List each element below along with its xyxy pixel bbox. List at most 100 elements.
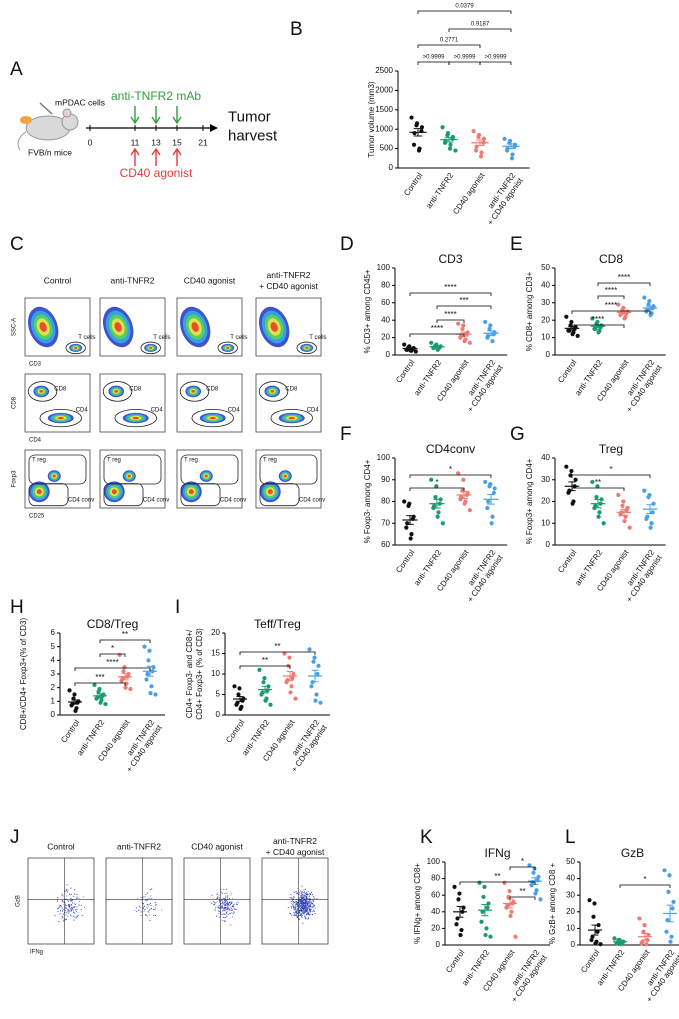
event-dot <box>292 914 294 916</box>
event-dot <box>312 911 314 913</box>
significance-bracket <box>409 292 492 296</box>
data-point <box>409 115 414 120</box>
event-dot <box>220 906 222 908</box>
event-dot <box>296 902 298 904</box>
data-point <box>639 941 644 946</box>
event-dot <box>218 899 220 901</box>
event-dot <box>290 893 292 895</box>
event-dot <box>298 918 300 920</box>
event-dot <box>134 909 136 912</box>
event-dot <box>298 901 300 903</box>
event-dot <box>213 904 215 906</box>
data-point <box>504 148 510 153</box>
data-point <box>402 342 407 347</box>
agonist-label: CD40 agonist <box>120 166 193 180</box>
event-dot <box>290 906 293 908</box>
event-dot <box>218 910 220 912</box>
data-point <box>590 934 595 939</box>
event-dot <box>232 913 234 915</box>
data-point <box>622 518 627 524</box>
event-dot <box>302 909 305 911</box>
event-dot <box>78 897 80 899</box>
event-dot <box>308 917 310 919</box>
event-dot <box>67 911 69 913</box>
data-point <box>644 942 649 947</box>
significance-bracket <box>571 474 651 478</box>
event-dot <box>308 914 310 916</box>
event-dot <box>309 895 311 897</box>
data-point <box>596 330 601 335</box>
event-dot <box>137 897 139 899</box>
event-dot <box>221 907 223 909</box>
event-dot <box>287 906 289 909</box>
event-dot <box>71 906 73 908</box>
event-dot <box>310 905 312 908</box>
event-dot <box>225 920 227 922</box>
injection <box>39 102 53 115</box>
gate-label: T reg <box>107 458 121 464</box>
data-point <box>447 146 453 151</box>
y-tick-label: 40 <box>541 281 550 290</box>
event-dot <box>149 919 151 921</box>
y-tick-label: 10 <box>211 669 220 678</box>
event-dot <box>309 893 311 895</box>
data-point <box>486 499 491 504</box>
event-dot <box>306 906 308 909</box>
event-dot <box>229 901 231 903</box>
event-dot <box>64 903 66 905</box>
y-tick-label: 0 <box>546 350 551 359</box>
event-dot <box>224 909 226 912</box>
data-point <box>262 676 267 681</box>
data-point <box>462 501 467 506</box>
data-point <box>290 676 295 681</box>
event-dot <box>302 901 304 904</box>
significance-label: **** <box>444 310 456 319</box>
y-tick-label: 20 <box>381 333 390 342</box>
event-dot <box>72 911 75 913</box>
significance-bracket <box>571 487 625 491</box>
data-point <box>144 677 149 682</box>
event-dot <box>300 909 302 912</box>
event-dot <box>307 897 309 899</box>
event-dot <box>234 908 236 910</box>
data-point <box>456 471 461 476</box>
event-dot <box>308 910 310 912</box>
y-tick-label: 0 <box>571 940 576 949</box>
event-dot <box>228 907 230 909</box>
event-dot <box>305 913 307 915</box>
gate <box>28 483 69 507</box>
day-label: 15 <box>172 137 182 147</box>
event-dot <box>300 891 302 894</box>
data-point <box>589 937 594 943</box>
event-dot <box>310 909 312 911</box>
event-dot <box>73 889 76 891</box>
data-point <box>145 671 150 677</box>
event-dot <box>306 900 308 902</box>
data-point <box>489 521 494 526</box>
data-point <box>671 899 676 904</box>
column-header: Control <box>47 841 75 851</box>
event-dot <box>305 910 307 912</box>
data-point <box>448 142 453 147</box>
day-label: 13 <box>151 137 161 147</box>
event-dot <box>223 897 225 899</box>
data-point <box>149 684 154 689</box>
event-dot <box>307 916 309 918</box>
y-tick-label: 4 <box>51 655 56 664</box>
event-dot <box>147 910 149 912</box>
event-dot <box>227 907 229 909</box>
event-dot <box>298 909 300 911</box>
data-point <box>485 335 490 340</box>
y-tick-label: 0 <box>51 710 56 719</box>
column-header: anti-TNFR2 <box>273 836 317 846</box>
event-dot <box>76 916 78 918</box>
event-dot <box>63 908 65 910</box>
event-dot <box>226 900 228 902</box>
data-point <box>533 891 538 896</box>
event-dot <box>69 905 71 907</box>
event-dot <box>225 903 227 905</box>
event-dot <box>71 902 74 904</box>
event-dot <box>229 913 231 915</box>
event-dot <box>226 902 228 904</box>
y-tick-label: 70 <box>381 518 390 527</box>
